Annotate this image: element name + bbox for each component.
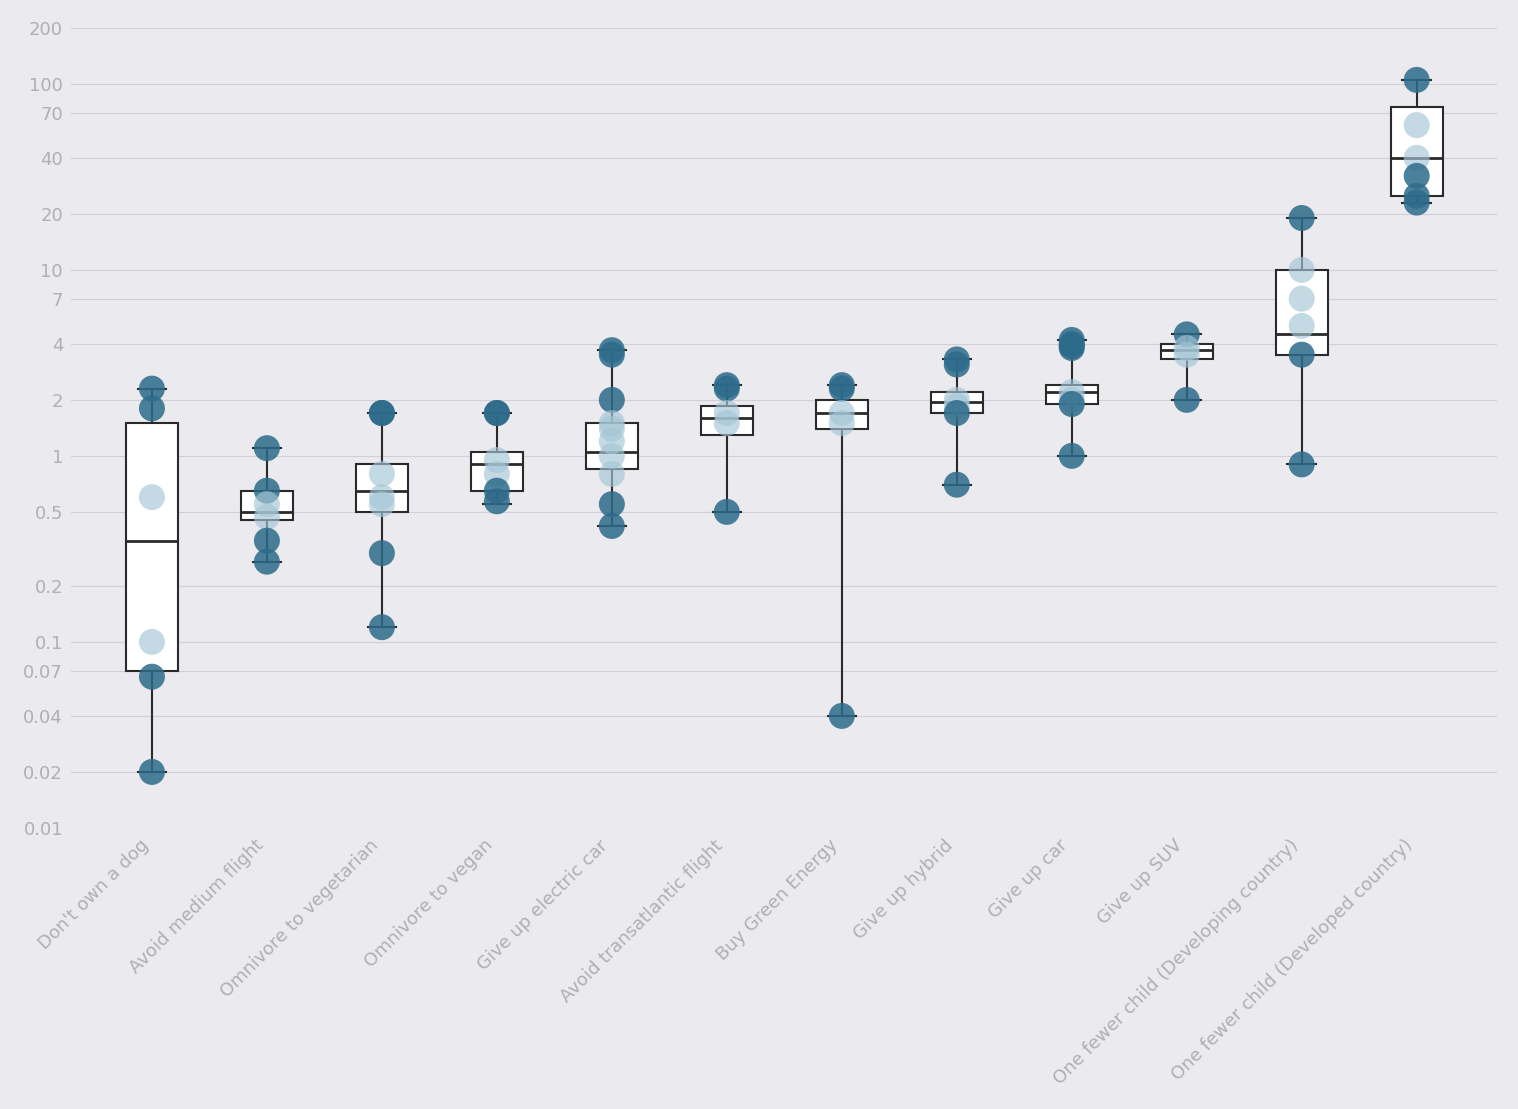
Point xyxy=(1060,339,1084,357)
Point xyxy=(600,346,624,364)
Point xyxy=(944,350,968,368)
Bar xyxy=(586,424,638,469)
Point xyxy=(255,508,279,526)
Point xyxy=(255,439,279,457)
Point xyxy=(1290,346,1315,364)
Point xyxy=(484,465,509,482)
Point xyxy=(140,763,164,781)
Point xyxy=(1060,335,1084,353)
Point xyxy=(944,391,968,409)
Point xyxy=(600,517,624,535)
Point xyxy=(715,503,739,521)
Point xyxy=(140,379,164,397)
Point xyxy=(1290,261,1315,278)
Point xyxy=(830,415,855,433)
Point xyxy=(1404,149,1428,166)
Point xyxy=(1175,326,1199,344)
Bar xyxy=(1390,108,1442,196)
Point xyxy=(255,496,279,513)
Bar xyxy=(471,452,522,490)
Point xyxy=(715,376,739,394)
Point xyxy=(370,465,395,482)
Point xyxy=(1175,339,1199,357)
Point xyxy=(600,342,624,359)
Point xyxy=(1290,456,1315,474)
Point xyxy=(370,404,395,421)
Point xyxy=(484,481,509,499)
Bar xyxy=(241,490,293,520)
Point xyxy=(255,552,279,570)
Point xyxy=(140,399,164,417)
Point xyxy=(1290,289,1315,307)
Point xyxy=(600,447,624,465)
Point xyxy=(1060,332,1084,349)
Point xyxy=(370,496,395,513)
Bar xyxy=(701,406,753,435)
Point xyxy=(600,420,624,438)
Point xyxy=(370,619,395,637)
Point xyxy=(600,465,624,482)
Point xyxy=(944,397,968,415)
Point xyxy=(370,488,395,506)
Point xyxy=(1404,167,1428,185)
Point xyxy=(600,496,624,513)
Point xyxy=(1404,116,1428,134)
Point xyxy=(830,379,855,397)
Point xyxy=(944,404,968,421)
Bar xyxy=(357,465,408,512)
Point xyxy=(715,379,739,397)
Point xyxy=(715,415,739,433)
Point xyxy=(1404,187,1428,205)
Point xyxy=(484,492,509,510)
Point xyxy=(370,404,395,421)
Point xyxy=(600,433,624,450)
Point xyxy=(1290,317,1315,335)
Point xyxy=(600,391,624,409)
Point xyxy=(1060,391,1084,409)
Point xyxy=(715,404,739,421)
Point xyxy=(1290,210,1315,227)
Point xyxy=(1404,194,1428,212)
Point xyxy=(830,376,855,394)
Point xyxy=(484,404,509,421)
Point xyxy=(140,488,164,506)
Point xyxy=(484,451,509,469)
Point xyxy=(830,404,855,421)
Point xyxy=(1060,447,1084,465)
Point xyxy=(944,356,968,374)
Bar xyxy=(931,393,982,413)
Point xyxy=(140,668,164,685)
Point xyxy=(255,532,279,550)
Bar xyxy=(126,424,178,671)
Point xyxy=(830,708,855,725)
Point xyxy=(1060,337,1084,355)
Bar xyxy=(1161,344,1213,359)
Point xyxy=(484,404,509,421)
Point xyxy=(370,545,395,562)
Point xyxy=(1175,346,1199,364)
Point xyxy=(600,415,624,433)
Point xyxy=(1060,384,1084,401)
Bar xyxy=(1275,269,1328,355)
Bar xyxy=(817,400,868,429)
Point xyxy=(1404,71,1428,89)
Point xyxy=(140,633,164,651)
Point xyxy=(1060,395,1084,413)
Point xyxy=(1175,391,1199,409)
Point xyxy=(944,476,968,494)
Point xyxy=(255,481,279,499)
Bar xyxy=(1046,385,1098,404)
